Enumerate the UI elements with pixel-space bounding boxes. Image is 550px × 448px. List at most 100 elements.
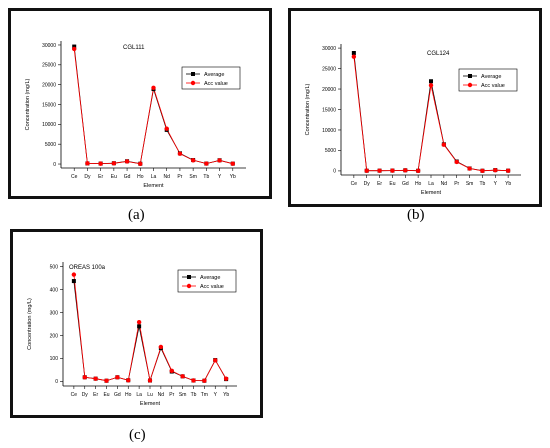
data-point-acc-value xyxy=(390,168,395,173)
data-point-acc-value xyxy=(480,168,485,173)
x-tick-label: Gd xyxy=(402,181,409,187)
data-point-average xyxy=(137,324,142,329)
x-tick-label: Ce xyxy=(71,392,78,398)
legend-label: Average xyxy=(481,74,501,80)
legend-marker-square xyxy=(468,74,472,78)
y-tick-label: 10000 xyxy=(42,122,56,128)
x-tick-label: Ho xyxy=(415,181,422,187)
x-tick-label: La xyxy=(136,392,142,398)
y-axis-label: Concentration (mg/L) xyxy=(305,84,311,136)
legend-marker-circle xyxy=(190,80,196,86)
data-point-acc-value xyxy=(403,168,408,173)
data-point-acc-value xyxy=(93,376,98,381)
x-tick-label: Yb xyxy=(230,174,236,180)
x-tick-label: Gd xyxy=(124,174,131,180)
legend-marker-circle xyxy=(186,283,192,289)
y-tick-label: 300 xyxy=(50,310,59,316)
y-tick-label: 10000 xyxy=(322,128,336,134)
data-point-acc-value xyxy=(104,378,109,383)
data-point-acc-value xyxy=(202,378,207,383)
y-tick-label: 5000 xyxy=(45,142,56,148)
y-tick-label: 15000 xyxy=(42,102,56,108)
x-tick-label: Er xyxy=(377,181,382,187)
y-tick-label: 500 xyxy=(50,264,59,270)
x-tick-label: Tb xyxy=(203,174,209,180)
x-tick-label: Sm xyxy=(189,174,197,180)
data-point-average xyxy=(72,44,77,49)
series-line-average xyxy=(73,46,233,165)
x-tick-label: Dy xyxy=(84,174,91,180)
y-tick-label: 200 xyxy=(50,333,59,339)
chart-panel-a: 0 5000 10000 15000 20000 25000 30000 Ce Dy Er Eu Gd… xyxy=(8,8,272,199)
data-point-acc-value xyxy=(138,161,143,166)
data-point-acc-value xyxy=(217,158,222,163)
x-tick-label: Ho xyxy=(125,392,132,398)
legend-box xyxy=(458,68,518,92)
data-point-acc-value xyxy=(213,358,218,363)
data-point-acc-value xyxy=(364,168,369,173)
y-tick-label: 0 xyxy=(55,379,58,385)
x-tick-label: Tb xyxy=(191,392,197,398)
chart-svg: 0 100 200 300 400 500 Ce Dy Er Eu Gd Ho La Lu Nd Pr Sm Tb… xyxy=(27,262,237,407)
data-point-acc-value xyxy=(85,161,90,166)
y-tick-label: 15000 xyxy=(322,107,336,113)
y-tick-label: 25000 xyxy=(42,63,56,69)
x-tick-label: Pr xyxy=(169,392,174,398)
y-axis-label: Concentration (mg/L) xyxy=(27,298,33,350)
x-tick-label: Tm xyxy=(201,392,208,398)
series-line-acc-value xyxy=(73,48,233,165)
y-tick-label: 30000 xyxy=(322,46,336,52)
data-point-acc-value xyxy=(415,168,421,173)
x-tick-label: Y xyxy=(214,392,218,398)
data-point-acc-value xyxy=(191,378,196,383)
x-tick-label: Sm xyxy=(179,392,187,398)
chart-svg: 0 5000 10000 15000 20000 25000 30000 Ce Dy Er Eu Gd… xyxy=(25,41,246,189)
data-point-average xyxy=(351,51,356,56)
x-axis-label: Element xyxy=(143,183,164,189)
legend-marker-square xyxy=(191,72,195,76)
x-tick-label: Dy xyxy=(82,392,89,398)
y-tick-label: 400 xyxy=(50,287,59,293)
x-tick-label: Er xyxy=(93,392,98,398)
data-point-acc-value xyxy=(151,85,156,91)
x-tick-label: Nd xyxy=(441,181,448,187)
series-line-average xyxy=(73,281,227,383)
chart-title: CGL111 xyxy=(123,45,145,51)
data-point-acc-value xyxy=(467,166,472,171)
y-tick-label: 30000 xyxy=(42,43,56,49)
data-point-acc-value xyxy=(169,368,174,374)
data-point-acc-value xyxy=(72,46,77,52)
x-tick-label: Eu xyxy=(111,174,117,180)
legend-marker-square xyxy=(187,275,191,279)
data-point-acc-value xyxy=(493,167,498,173)
x-tick-label: Nd xyxy=(164,174,171,180)
x-tick-label: Yb xyxy=(223,392,229,398)
y-tick-label: 25000 xyxy=(322,66,336,72)
data-point-acc-value xyxy=(180,374,185,379)
x-tick-label: Y xyxy=(494,181,498,187)
legend-label: Acc value xyxy=(481,83,505,89)
x-tick-label: Er xyxy=(98,174,103,180)
data-point-acc-value xyxy=(124,159,130,164)
data-point-acc-value xyxy=(126,378,131,383)
data-point-acc-value xyxy=(82,375,87,380)
data-point-acc-value xyxy=(204,161,209,166)
chart-panel-b: 0 5000 10000 15000 20000 25000 30000 Ce Dy Er Eu Gd… xyxy=(288,8,542,207)
data-point-acc-value xyxy=(230,161,235,166)
y-tick-label: 100 xyxy=(50,356,59,362)
x-tick-label: Pr xyxy=(454,181,459,187)
data-point-acc-value xyxy=(177,151,183,156)
data-point-acc-value xyxy=(115,375,120,380)
caption-b: (b) xyxy=(407,207,425,223)
y-axis-label: Concentration (mg/L) xyxy=(25,79,31,131)
x-axis-label: Element xyxy=(421,190,442,196)
chart-title: OREAS 100a xyxy=(69,265,106,271)
y-tick-label: 0 xyxy=(333,169,336,175)
data-point-acc-value xyxy=(441,142,447,147)
chart-svg: 0 5000 10000 15000 20000 25000 30000 Ce Dy Er Eu Gd… xyxy=(305,44,521,196)
legend-box xyxy=(177,269,237,293)
x-tick-label: Tb xyxy=(480,181,486,187)
data-point-acc-value xyxy=(98,161,103,166)
x-tick-label: Lu xyxy=(147,392,153,398)
data-point-acc-value xyxy=(190,158,196,163)
